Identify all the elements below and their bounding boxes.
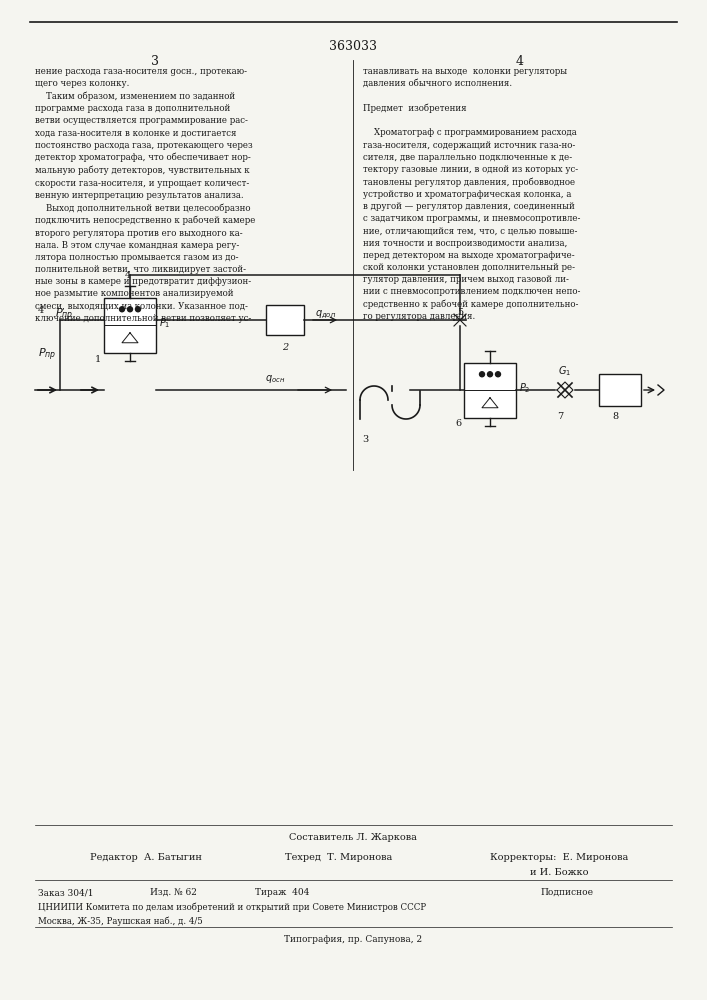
Text: Составитель Л. Жаркова: Составитель Л. Жаркова [289,833,417,842]
Text: 4: 4 [125,271,131,280]
Circle shape [127,307,132,312]
Circle shape [488,372,493,377]
Text: 3: 3 [362,435,368,444]
Text: Заказ 304/1: Заказ 304/1 [38,888,93,897]
Bar [266,305,304,335]
Circle shape [496,372,501,377]
Text: 7: 7 [557,412,563,421]
Text: Типография, пр. Сапунова, 2: Типография, пр. Сапунова, 2 [284,935,422,944]
Text: 4: 4 [38,306,45,315]
Text: 1: 1 [95,355,101,363]
Text: 5: 5 [457,308,463,317]
Text: $P_1$: $P_1$ [159,316,170,330]
Text: Тираж  404: Тираж 404 [255,888,310,897]
Circle shape [119,307,124,312]
Circle shape [136,307,141,312]
Text: $q_{доп}$: $q_{доп}$ [315,309,337,321]
Text: 8: 8 [612,412,618,421]
Text: 4: 4 [516,55,524,68]
Text: $P_2$: $P_2$ [519,381,530,395]
Text: 363033: 363033 [329,40,377,53]
Text: $q_{осн}$: $q_{осн}$ [265,373,285,385]
Text: 2: 2 [282,343,288,352]
Text: $P_{пр}$: $P_{пр}$ [38,347,57,363]
Text: Подписное: Подписное [540,888,593,897]
Text: 3: 3 [151,55,159,68]
Text: Редактор  А. Батыгин: Редактор А. Батыгин [90,853,202,862]
Text: $G_1$: $G_1$ [559,364,571,378]
Text: Изд. № 62: Изд. № 62 [150,888,197,897]
Text: $P_{пр}$: $P_{пр}$ [55,307,74,323]
Circle shape [479,372,484,377]
Bar [599,374,641,406]
Bar [464,362,516,418]
Text: 6: 6 [455,420,461,428]
Text: ЦНИИПИ Комитета по делам изобретений и открытий при Совете Министров СССР: ЦНИИПИ Комитета по делам изобретений и о… [38,902,426,912]
Text: танавливать на выходе  колонки регуляторы
давления обычного исполнения.

Предмет: танавливать на выходе колонки регуляторы… [363,67,580,321]
Text: Техред  Т. Миронова: Техред Т. Миронова [285,853,392,862]
Text: Москва, Ж-35, Раушская наб., д. 4/5: Москва, Ж-35, Раушская наб., д. 4/5 [38,916,203,926]
Text: нение расхода газа-носителя gосн., протекаю-
щего через колонку.
    Таким образ: нение расхода газа-носителя gосн., проте… [35,67,255,323]
Text: и И. Божко: и И. Божко [530,868,588,877]
Bar [104,298,156,353]
Text: Корректоры:  Е. Миронова: Корректоры: Е. Миронова [490,853,629,862]
